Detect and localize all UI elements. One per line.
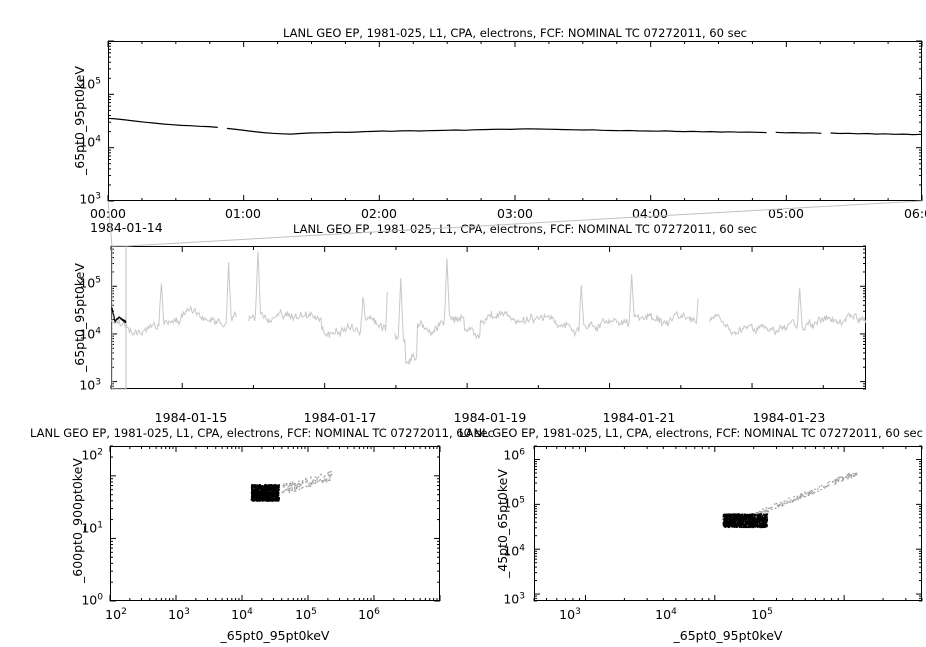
panel-middle-ytick-1e3: 103 [79,377,101,393]
panel-middle-xtick-4: 1984-01-23 [752,410,826,425]
panel-top-title: LANL GEO EP, 1981-025, L1, CPA, electron… [283,26,747,40]
panel-bottom-left-xtick-1e2: 102 [105,606,127,622]
panel-top-xtick-6: 06:00 [903,206,926,221]
panel-top-ytick-1e3: 103 [79,191,101,207]
panel-middle-selected-trace [111,307,127,324]
panel-top-xtick-5: 05:00 [767,206,805,221]
panel-middle-ytick-1e5: 105 [79,275,101,291]
panel-middle-tick-marks [110,245,866,390]
panel-bottom-right-title: LANL GEO EP, 1981-025, L1, CPA, electron… [459,426,923,440]
panel-bottom-left-ytick-1e1: 101 [81,520,103,536]
zoom-connector-lines [107,200,923,247]
panel-bottom-left-xtick-1e5: 105 [295,606,317,622]
panel-bottom-left-xlabel: _65pt0_95pt0keV [220,628,330,643]
panel-bottom-right-ytick-1e5: 105 [503,495,525,511]
panel-top-xtick-1: 01:00 [224,206,262,221]
panel-bottom-left-xtick-1e6: 106 [358,606,380,622]
panel-middle-ytick-1e4: 104 [79,326,101,342]
zoom-region-indicator[interactable] [111,245,127,390]
panel-bottom-right-ytick-1e3: 103 [503,591,525,607]
panel-top-xtick-2: 02:00 [360,206,398,221]
panel-bottom-left-ytick-1e0: 100 [81,592,103,608]
panel-middle-xtick-1: 1984-01-17 [303,410,377,425]
panel-middle-xtick-3: 1984-01-21 [602,410,676,425]
panel-top-ytick-1e4: 104 [79,134,101,150]
panel-top-xtick-0: 00:00 [89,206,127,221]
panel-bottom-right-scatter [722,472,858,529]
panel-top-ytick-1e5: 105 [79,76,101,92]
panel-bottom-left-tick-marks [109,445,441,602]
panel-bottom-left-title: LANL GEO EP, 1981-025, L1, CPA, electron… [30,426,494,440]
panel-middle-context-trace [110,251,867,365]
panel-bottom-left-axes [110,446,440,601]
panel-top-date-label: 1984-01-14 [90,220,163,235]
panel-bottom-right-tick-marks [533,445,923,602]
panel-top-data-trace [107,117,923,136]
panel-bottom-right-axes [534,446,922,601]
panel-bottom-right-xtick-1e3: 103 [559,606,581,622]
panel-bottom-left-ytick-1e2: 102 [81,447,103,463]
panel-bottom-right-xlabel: _65pt0_95pt0keV [673,628,783,643]
panel-middle-xtick-0: 1984-01-15 [154,410,228,425]
panel-middle-title: LANL GEO EP, 1981-025, L1, CPA, electron… [293,222,757,236]
panel-bottom-right-ytick-1e6: 106 [503,447,525,463]
panel-bottom-right-xtick-1e5: 105 [751,606,773,622]
panel-top-tick-marks [107,40,923,202]
panel-middle-xtick-2: 1984-01-19 [453,410,527,425]
panel-bottom-right-ytick-1e4: 104 [503,543,525,559]
panel-bottom-right-xtick-1e4: 104 [655,606,677,622]
panel-bottom-left-xtick-1e3: 103 [168,606,190,622]
panel-bottom-left-scatter [250,470,333,502]
panel-bottom-left-xtick-1e4: 104 [231,606,253,622]
panel-top-xtick-3: 03:00 [496,206,534,221]
